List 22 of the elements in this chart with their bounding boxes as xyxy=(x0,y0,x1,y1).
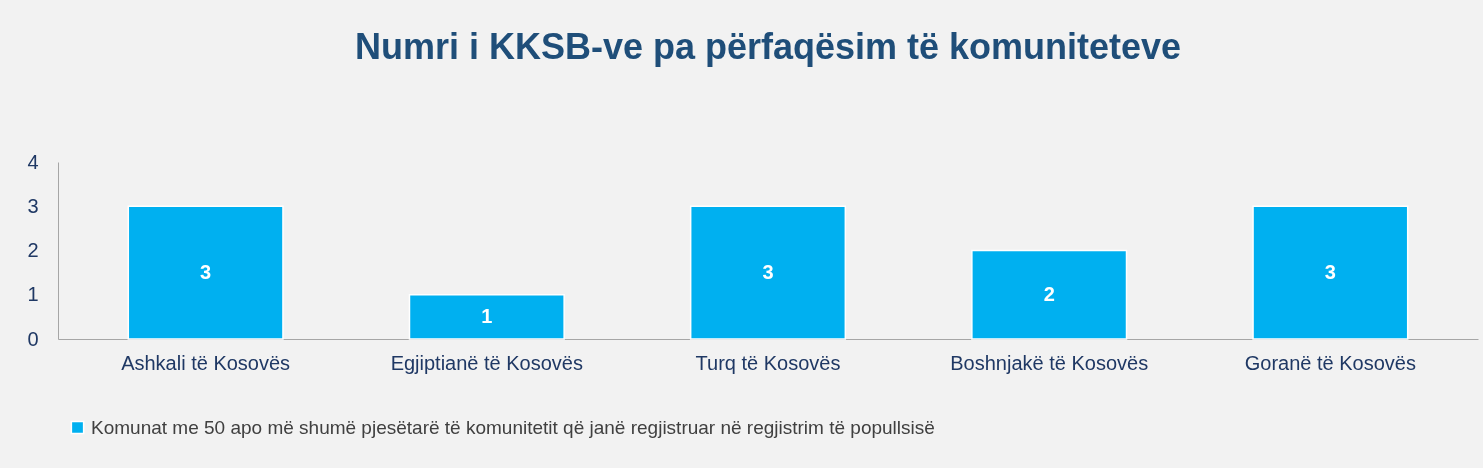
bar xyxy=(1252,205,1409,340)
x-tick-label: Boshnjakë të Kosovës xyxy=(950,351,1149,374)
x-tick-label: Turq të Kosovës xyxy=(695,351,841,374)
y-tick-label: 0 xyxy=(27,327,39,350)
legend-label: Komunat me 50 apo më shumë pjesëtarë të komunitetit që janë regjistruar në regjistrim të popullsisë xyxy=(91,416,935,438)
bar xyxy=(971,249,1128,340)
y-tick-label: 3 xyxy=(27,194,39,217)
data-label: 3 xyxy=(1324,260,1336,283)
bar xyxy=(408,294,565,340)
x-tick-label: Egjiptianë të Kosovës xyxy=(390,351,583,374)
x-tick-label: Ashkali të Kosovës xyxy=(121,351,291,374)
bar xyxy=(689,205,847,340)
y-tick-label: 1 xyxy=(27,283,39,306)
y-tick-label: 2 xyxy=(27,239,39,261)
data-label: 1 xyxy=(481,304,493,327)
data-label: 3 xyxy=(200,260,212,283)
x-tick-label: Goranë të Kosovës xyxy=(1244,351,1416,374)
chart-title: Numri i KKSB-ve pa përfaqësim të komuniteteve xyxy=(354,26,1182,67)
y-tick-label: 4 xyxy=(27,150,39,173)
bar xyxy=(127,205,284,340)
data-label: 3 xyxy=(762,260,774,283)
data-label: 2 xyxy=(1043,282,1055,305)
